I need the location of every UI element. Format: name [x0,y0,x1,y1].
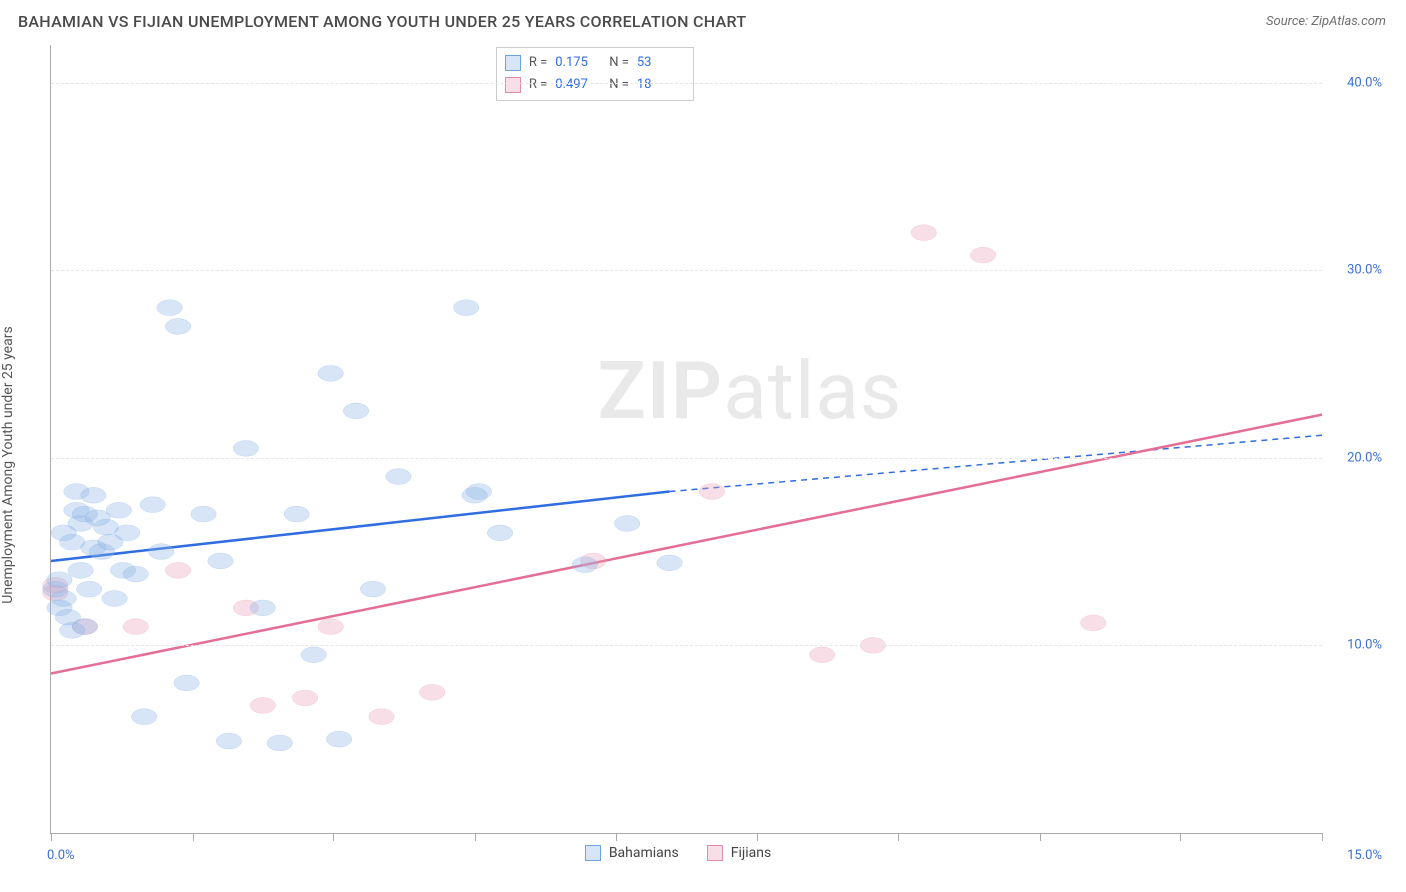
x-tick [616,833,617,841]
data-point-bahamians [208,553,233,569]
stats-row-bahamians: R = 0.175 N = 53 [505,52,683,74]
page-title: BAHAMIAN VS FIJIAN UNEMPLOYMENT AMONG YO… [18,12,746,31]
data-point-fijians [123,619,148,635]
data-point-bahamians [123,566,148,582]
data-point-bahamians [301,647,326,663]
data-point-bahamians [174,675,199,691]
gridline-h [51,83,1322,84]
data-point-bahamians [250,600,275,616]
data-point-bahamians [106,502,131,518]
data-point-bahamians [148,544,173,560]
data-point-fijians [369,709,394,725]
data-point-bahamians [657,555,682,571]
series-legend: Bahamians Fijians [585,845,771,861]
data-point-bahamians [51,591,76,607]
source-credit: Source: ZipAtlas.com [1266,14,1386,29]
data-point-bahamians [131,709,156,725]
data-point-fijians [809,647,834,663]
data-point-bahamians [487,525,512,541]
data-point-bahamians [267,735,292,751]
legend-item-bahamians: Bahamians [585,845,679,861]
data-point-fijians [1081,615,1106,631]
swatch-fijians [505,77,521,93]
data-point-bahamians [47,572,72,588]
data-point-bahamians [68,562,93,578]
data-point-bahamians [81,487,106,503]
x-tick [1322,833,1323,841]
y-tick-label: 40.0% [1347,75,1382,90]
x-tick-label: 0.0% [47,848,75,863]
x-tick-label: 15.0% [1347,848,1382,863]
gridline-h [51,270,1322,271]
data-point-bahamians [157,300,182,316]
data-point-fijians [318,619,343,635]
data-point-bahamians [115,525,140,541]
x-tick [1180,833,1181,841]
data-point-bahamians [326,731,351,747]
data-point-bahamians [140,497,165,513]
data-point-fijians [292,690,317,706]
x-tick [333,833,334,841]
x-tick [898,833,899,841]
y-tick-label: 30.0% [1347,263,1382,278]
data-point-bahamians [453,300,478,316]
data-point-fijians [250,698,275,714]
swatch-bahamians [585,845,601,861]
data-point-bahamians [386,469,411,485]
chart-container: Unemployment Among Youth under 25 years … [18,45,1394,884]
y-axis-label: Unemployment Among Youth under 25 years [0,326,16,603]
swatch-fijians [707,845,723,861]
data-point-bahamians [191,506,216,522]
data-point-fijians [699,484,724,500]
data-point-bahamians [165,319,190,335]
data-point-fijians [165,562,190,578]
data-point-bahamians [233,441,258,457]
x-tick [1040,833,1041,841]
n-value-bahamians: 53 [637,52,683,74]
data-point-bahamians [72,619,97,635]
data-point-bahamians [466,484,491,500]
data-point-fijians [420,684,445,700]
gridline-h [51,458,1322,459]
scatter-points [51,45,1322,833]
plot-area: ZIPatlas R = 0.175 N = 53 R = 0.497 N = … [50,45,1322,834]
stats-row-fijians: R = 0.497 N = 18 [505,74,683,96]
data-point-bahamians [572,557,597,573]
data-point-bahamians [343,403,368,419]
data-point-fijians [911,225,936,241]
data-point-fijians [970,247,995,263]
data-point-bahamians [216,733,241,749]
r-value-fijians: 0.497 [555,74,601,96]
gridline-h [51,645,1322,646]
r-value-bahamians: 0.175 [555,52,601,74]
data-point-bahamians [318,365,343,381]
data-point-bahamians [102,591,127,607]
n-value-fijians: 18 [637,74,683,96]
stats-legend: R = 0.175 N = 53 R = 0.497 N = 18 [496,47,694,101]
x-tick [193,833,194,841]
x-tick [475,833,476,841]
y-tick-label: 10.0% [1347,638,1382,653]
legend-item-fijians: Fijians [707,845,771,861]
data-point-bahamians [614,516,639,532]
data-point-bahamians [360,581,385,597]
data-point-bahamians [284,506,309,522]
swatch-bahamians [505,55,521,71]
data-point-bahamians [76,581,101,597]
x-tick [51,833,52,841]
x-tick [757,833,758,841]
y-tick-label: 20.0% [1347,450,1382,465]
